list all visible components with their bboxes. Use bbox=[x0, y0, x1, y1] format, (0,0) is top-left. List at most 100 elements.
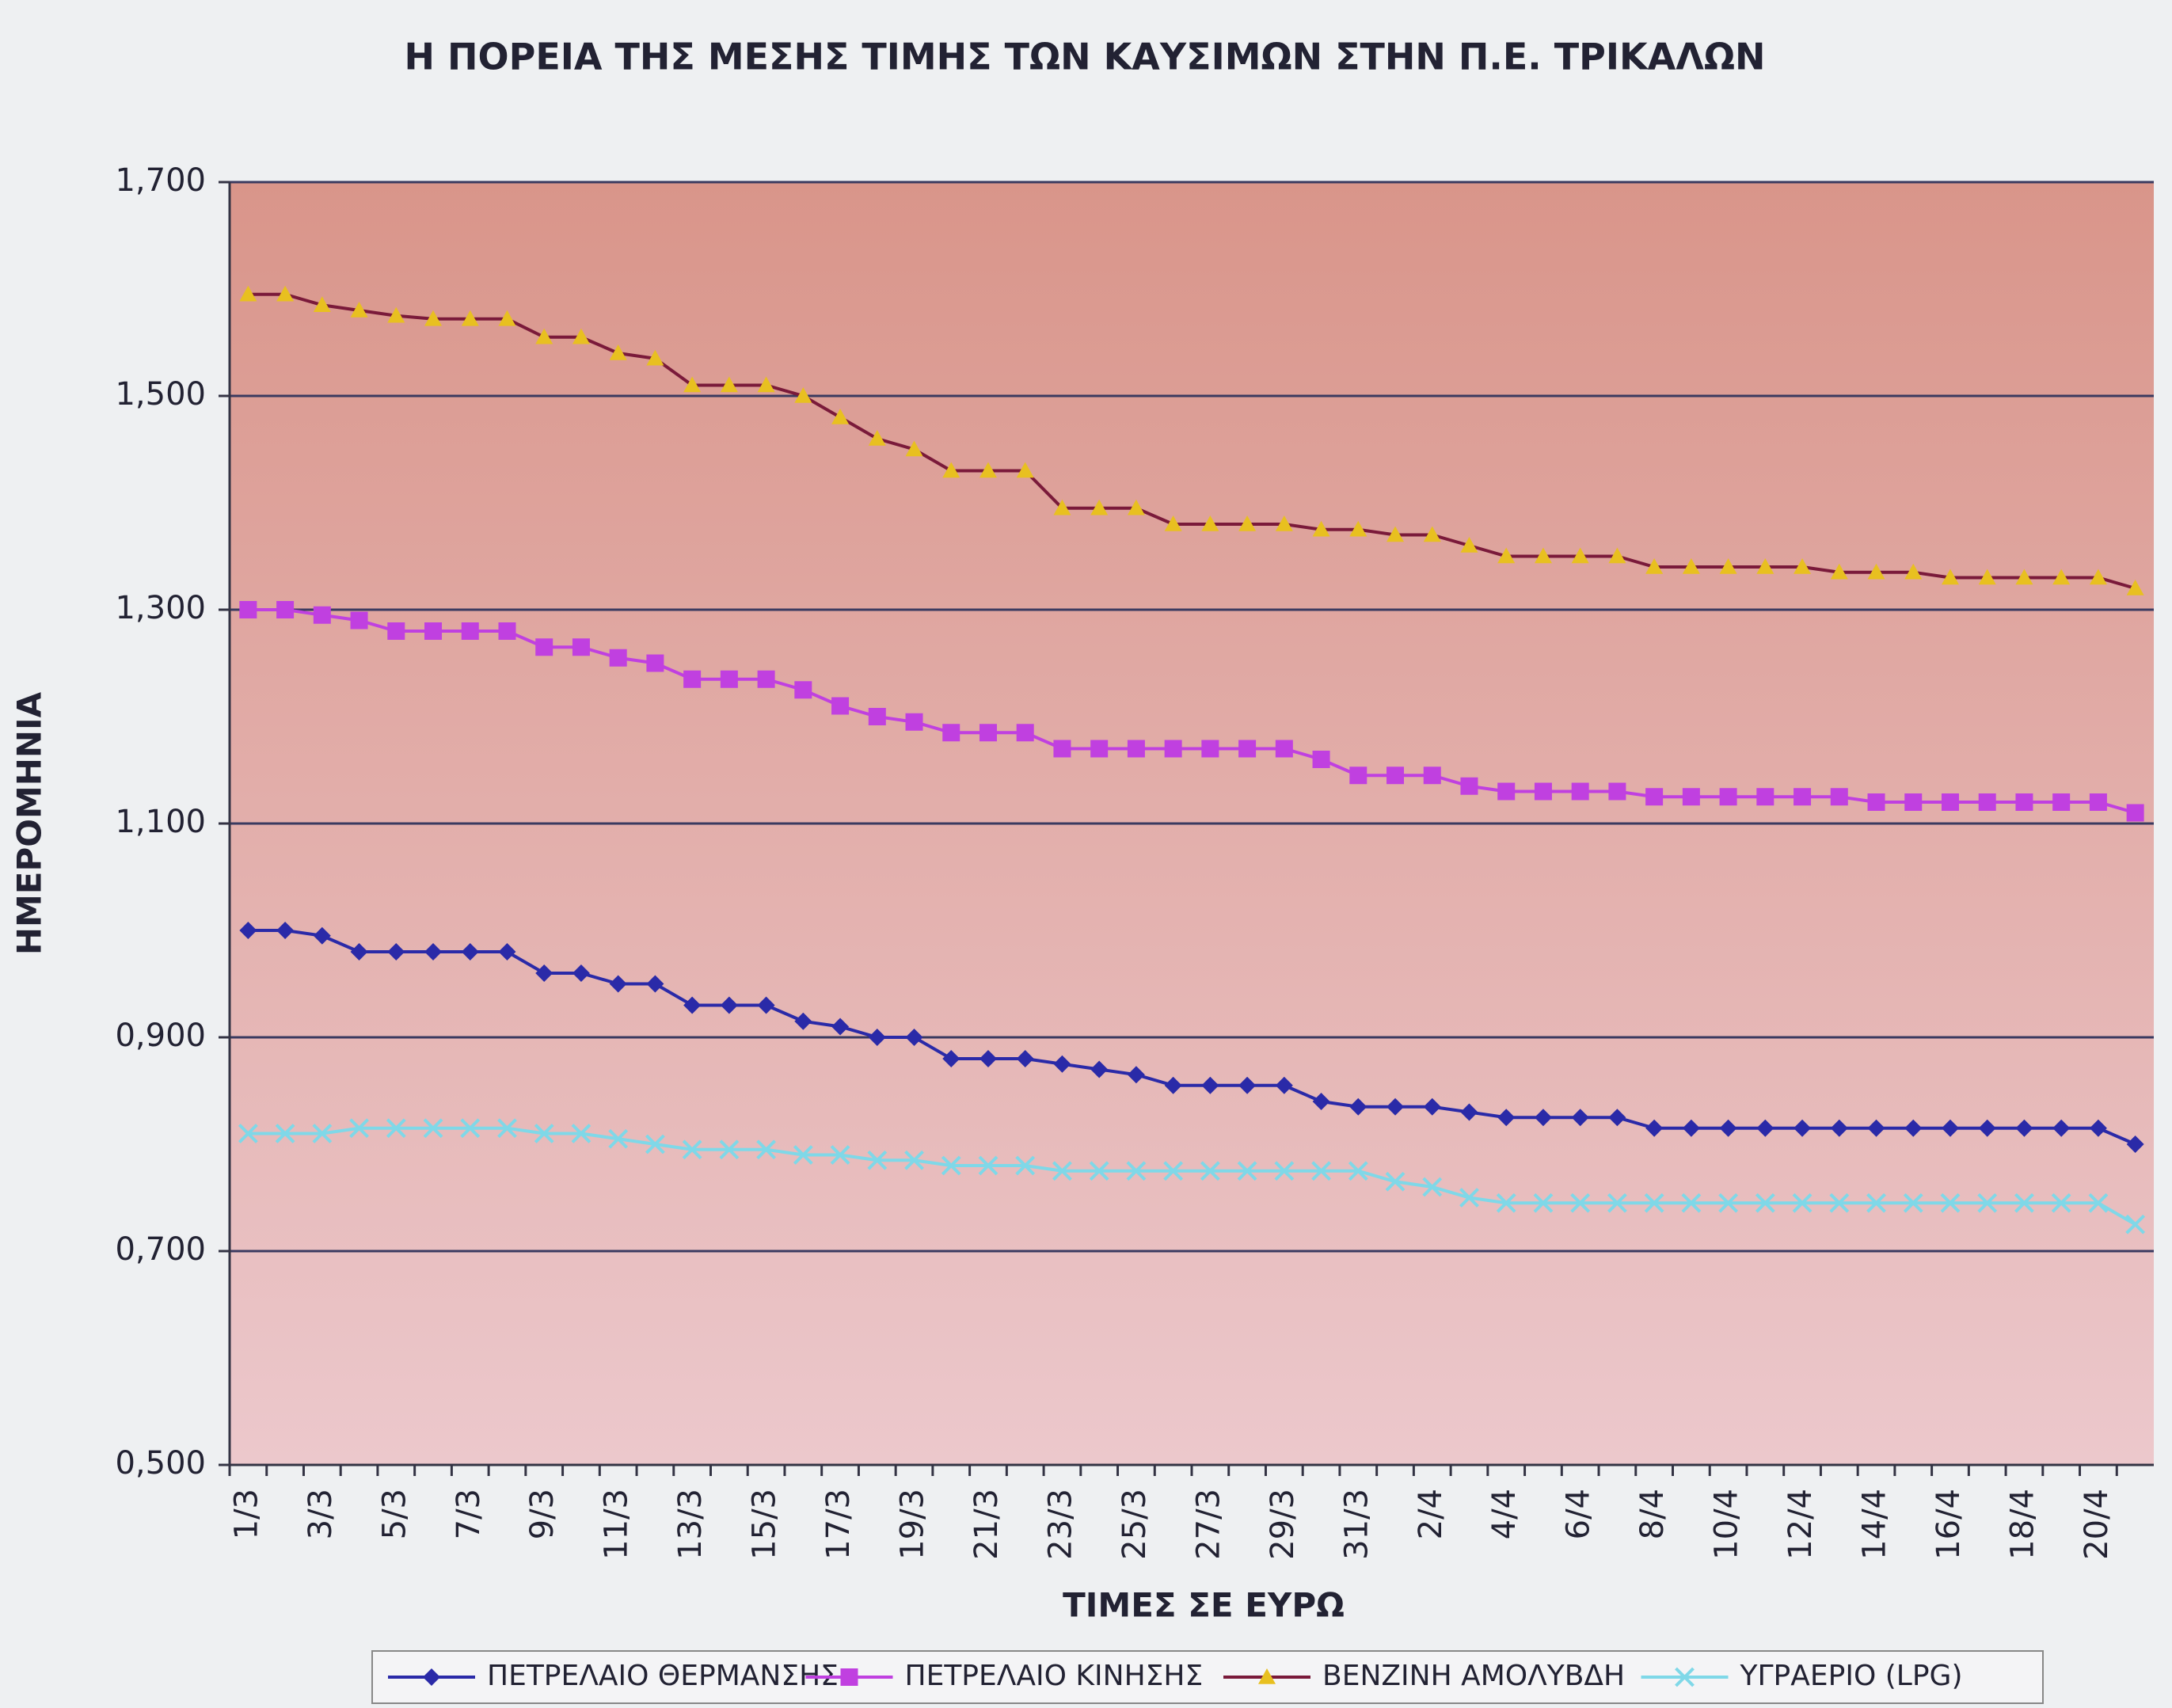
point bbox=[1794, 788, 1812, 806]
point bbox=[1422, 1177, 1443, 1197]
point bbox=[1533, 1193, 1554, 1213]
legend-label: ΠΕΤΡΕΛΑΙΟ ΘΕΡΜΑΝΣΗΣ bbox=[487, 1660, 839, 1692]
point bbox=[571, 1124, 591, 1143]
point bbox=[1385, 1171, 1406, 1192]
point bbox=[423, 1118, 443, 1139]
x-tick-label: 8/4 bbox=[1634, 1489, 1671, 1539]
point bbox=[1608, 547, 1626, 564]
point bbox=[461, 622, 479, 640]
point bbox=[1644, 1193, 1664, 1213]
x-tick-label: 16/4 bbox=[1930, 1489, 1967, 1560]
x-tick-label: 1/3 bbox=[228, 1489, 264, 1539]
point bbox=[1053, 499, 1071, 515]
point bbox=[1534, 547, 1552, 564]
point bbox=[1756, 1119, 1774, 1137]
point bbox=[1016, 462, 1034, 478]
legend-box bbox=[371, 1650, 2044, 1704]
point bbox=[941, 1155, 961, 1176]
point bbox=[498, 622, 516, 640]
x-tick-label: 5/3 bbox=[376, 1489, 413, 1539]
point bbox=[350, 302, 368, 318]
point bbox=[1977, 1193, 1998, 1213]
point bbox=[979, 1050, 997, 1067]
point bbox=[1718, 1193, 1739, 1213]
legend-marker bbox=[423, 1668, 440, 1686]
point bbox=[1127, 499, 1145, 515]
point bbox=[1978, 569, 1996, 585]
point bbox=[1127, 1066, 1145, 1084]
point bbox=[1238, 515, 1257, 531]
point bbox=[1312, 520, 1330, 537]
point bbox=[1423, 1097, 1441, 1116]
point bbox=[757, 996, 775, 1014]
point bbox=[1460, 537, 1478, 553]
point bbox=[1830, 788, 1848, 806]
point bbox=[1645, 788, 1664, 806]
point bbox=[1792, 1193, 1813, 1213]
point bbox=[1645, 558, 1664, 574]
point bbox=[1940, 1193, 1961, 1213]
point bbox=[1941, 793, 1959, 811]
point bbox=[2089, 793, 2107, 811]
point bbox=[535, 638, 553, 656]
y-tick-label: 1,500 bbox=[115, 376, 206, 413]
point bbox=[387, 943, 405, 961]
point bbox=[1681, 1193, 1702, 1213]
point bbox=[942, 1050, 960, 1067]
point bbox=[1349, 1097, 1367, 1116]
point bbox=[1756, 558, 1774, 574]
y-axis-title: ΗΜΕΡΟΜΗΝΙΑ bbox=[10, 691, 49, 955]
point bbox=[1904, 563, 1923, 580]
point bbox=[1571, 782, 1589, 801]
point bbox=[942, 462, 960, 478]
point bbox=[2126, 580, 2144, 595]
series-line bbox=[248, 608, 2136, 815]
x-tick-label: 10/4 bbox=[1709, 1489, 1745, 1560]
point bbox=[905, 1029, 923, 1046]
point bbox=[1459, 1188, 1479, 1208]
point bbox=[1756, 788, 1774, 806]
point bbox=[424, 943, 443, 961]
point bbox=[239, 285, 257, 302]
point bbox=[313, 926, 331, 945]
point bbox=[1496, 1193, 1516, 1213]
point bbox=[2014, 1193, 2034, 1213]
point bbox=[498, 310, 516, 326]
point bbox=[1830, 1119, 1848, 1137]
point bbox=[719, 1139, 740, 1160]
x-tick-label: 12/4 bbox=[1782, 1489, 1819, 1560]
point bbox=[1090, 740, 1109, 758]
point bbox=[1311, 1161, 1331, 1181]
point bbox=[1794, 1119, 1812, 1137]
point bbox=[1312, 751, 1330, 768]
y-tick-label: 0,900 bbox=[115, 1018, 206, 1054]
point bbox=[683, 996, 702, 1014]
point bbox=[867, 1150, 888, 1170]
x-tick-label: 21/3 bbox=[968, 1489, 1005, 1560]
x-tick-label: 20/4 bbox=[2079, 1489, 2115, 1560]
point bbox=[1755, 1193, 1775, 1213]
point bbox=[942, 724, 960, 742]
point bbox=[1571, 547, 1589, 564]
point bbox=[1682, 788, 1700, 806]
point bbox=[1052, 1161, 1072, 1181]
point bbox=[1534, 1109, 1552, 1127]
point bbox=[1903, 1193, 1923, 1213]
x-tick-label: 11/3 bbox=[599, 1489, 635, 1560]
point bbox=[1016, 724, 1034, 742]
point bbox=[424, 622, 443, 640]
point bbox=[1830, 563, 1848, 580]
point bbox=[868, 430, 886, 446]
series-line bbox=[248, 929, 2136, 1146]
legend: ΠΕΤΡΕΛΑΙΟ ΘΕΡΜΑΝΣΗΣ ΠΕΤΡΕΛΑΙΟ ΚΙΝΗΣΗΣ ΒΕΝΖ… bbox=[371, 1650, 2044, 1704]
point bbox=[979, 724, 997, 742]
point bbox=[831, 1018, 850, 1036]
point bbox=[609, 344, 627, 360]
point bbox=[831, 697, 850, 715]
point bbox=[2015, 793, 2033, 811]
point bbox=[1016, 1050, 1034, 1067]
x-tick-label: 6/4 bbox=[1561, 1489, 1597, 1539]
chart-title: Η ΠΟΡΕΙΑ ΤΗΣ ΜΕΣΗΣ ΤΙΜΗΣ ΤΩΝ ΚΑΥΣΙΜΩΝ ΣΤ… bbox=[405, 36, 1766, 78]
series-line bbox=[248, 292, 2136, 590]
point bbox=[276, 922, 295, 939]
